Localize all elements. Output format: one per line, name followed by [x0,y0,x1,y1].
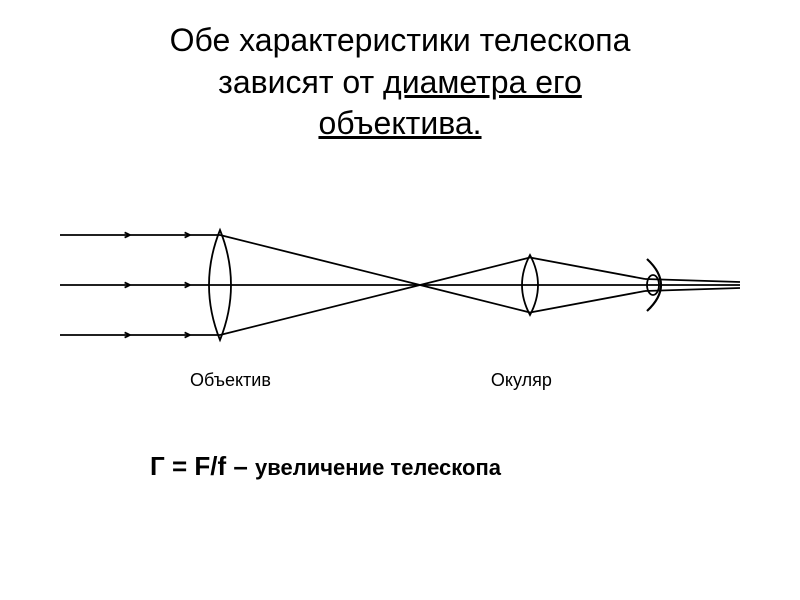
formula-desc: увеличение телескопа [255,455,501,480]
ocular-label: Окуляр [491,370,552,391]
lens-labels: Объектив Окуляр [40,370,760,391]
title-line3-u: объектива. [318,105,481,141]
title-line2-u: диаметра его [383,64,582,100]
title-line1: Обе характеристики телескопа [170,22,631,58]
telescope-ray-diagram [40,175,760,395]
formula-eq: Г = F/f – [150,451,255,481]
objective-label: Объектив [190,370,271,391]
title-line2-pre: зависят от [218,64,383,100]
magnification-formula: Г = F/f – увеличение телескопа [150,451,760,482]
page-title: Обе характеристики телескопа зависят от … [40,20,760,145]
